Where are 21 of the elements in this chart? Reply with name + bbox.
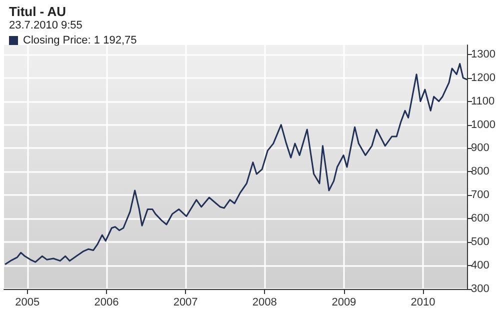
x-tick-label: 2008 [252,296,277,308]
line-series [4,63,468,266]
legend-label: Closing Price: 1 192,75 [23,34,137,46]
y-tick-label: 900 [471,142,490,154]
y-tick-label: 1100 [471,95,495,108]
chart-title: Titul - AU [9,4,66,19]
x-tick-label: 2005 [15,296,40,308]
y-tick-label: 800 [471,166,490,178]
y-tick-label: 1200 [471,72,496,84]
y-tick-label: 1000 [471,118,496,131]
y-tick-label: 300 [471,283,490,295]
x-tick-label: 2009 [332,296,356,308]
x-tick-label: 2006 [94,296,119,308]
x-tick-label: 2010 [410,296,436,308]
y-tick-label: 1300 [471,48,496,60]
y-tick-label: 600 [471,212,490,225]
y-tick-label: 400 [471,260,490,272]
y-tick-label: 700 [471,189,490,202]
x-tick-label: 2007 [173,296,198,308]
y-tick-label: 500 [471,236,490,248]
chart-subtitle: 23.7.2010 9:55 [9,20,82,32]
